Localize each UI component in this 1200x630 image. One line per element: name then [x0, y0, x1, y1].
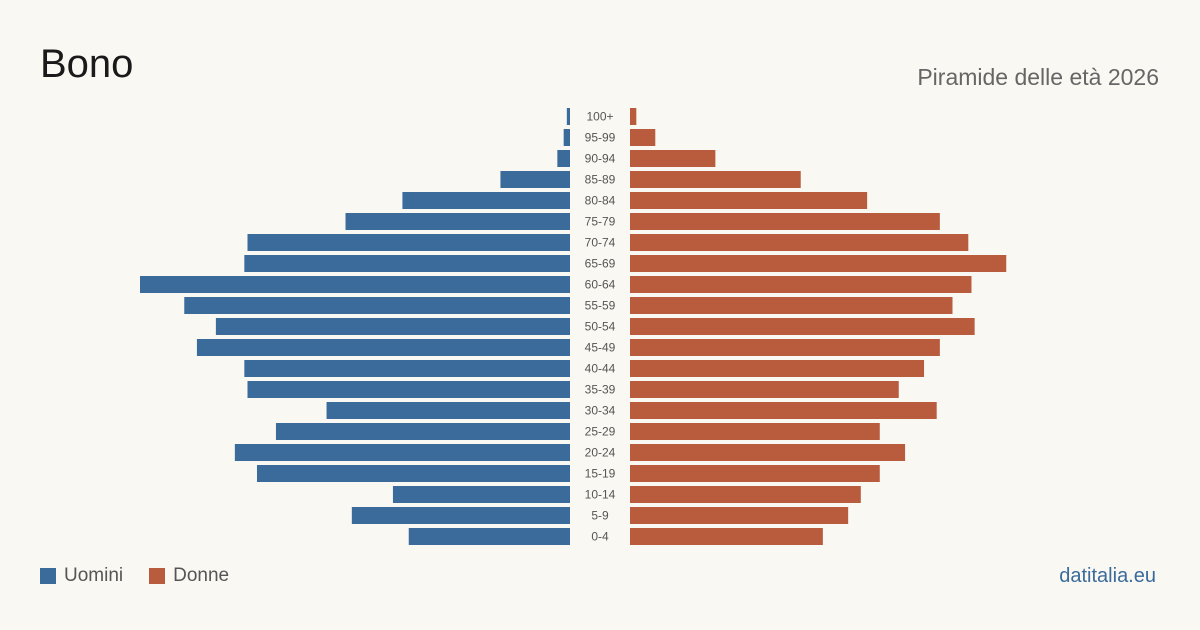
- bar-men-10-14: [392, 486, 570, 503]
- age-label-85-89: 85-89: [585, 173, 616, 187]
- bar-men-55-59: [184, 297, 570, 314]
- age-label-45-49: 45-49: [585, 341, 616, 355]
- bar-women-30-34: [630, 402, 937, 419]
- bar-women-55-59: [630, 297, 953, 314]
- age-label-40-44: 40-44: [585, 362, 616, 376]
- bar-women-95-99: [630, 129, 656, 146]
- bar-men-60-64: [140, 276, 570, 293]
- bar-women-100+: [630, 108, 637, 125]
- age-label-30-34: 30-34: [585, 404, 616, 418]
- bar-women-25-29: [630, 423, 880, 440]
- bar-women-50-54: [630, 318, 975, 335]
- bar-women-80-84: [630, 192, 868, 209]
- bar-men-95-99: [563, 129, 570, 146]
- age-label-70-74: 70-74: [585, 236, 616, 250]
- bar-women-5-9: [630, 507, 849, 524]
- bar-men-20-24: [234, 444, 570, 461]
- bar-men-65-69: [244, 255, 570, 272]
- age-label-50-54: 50-54: [585, 320, 616, 334]
- age-label-20-24: 20-24: [585, 446, 616, 460]
- age-label-10-14: 10-14: [585, 488, 616, 502]
- bar-men-30-34: [326, 402, 570, 419]
- bar-women-85-89: [630, 171, 801, 188]
- age-label-95-99: 95-99: [585, 131, 616, 145]
- legend-item-women: Donne: [149, 565, 229, 587]
- legend-label-women: Donne: [173, 565, 230, 586]
- site-link[interactable]: datitalia.eu: [1059, 565, 1156, 587]
- bar-women-10-14: [630, 486, 861, 503]
- age-label-5-9: 5-9: [591, 509, 609, 523]
- bar-men-15-19: [256, 465, 570, 482]
- bar-men-0-4: [408, 528, 570, 545]
- bar-men-90-94: [557, 150, 570, 167]
- age-label-60-64: 60-64: [585, 278, 616, 292]
- bar-men-5-9: [351, 507, 570, 524]
- bar-men-70-74: [247, 234, 570, 251]
- legend-label-men: Uomini: [64, 565, 124, 586]
- bar-men-40-44: [244, 360, 570, 377]
- age-label-0-4: 0-4: [591, 530, 609, 544]
- age-label-80-84: 80-84: [585, 194, 616, 208]
- chart-title: Bono: [40, 42, 134, 86]
- legend-item-men: Uomini: [40, 565, 123, 587]
- age-label-65-69: 65-69: [585, 257, 616, 271]
- bar-women-70-74: [630, 234, 969, 251]
- bar-men-75-79: [345, 213, 570, 230]
- age-label-55-59: 55-59: [585, 299, 616, 313]
- bar-men-25-29: [275, 423, 570, 440]
- bar-women-60-64: [630, 276, 972, 293]
- age-label-75-79: 75-79: [585, 215, 616, 229]
- legend-swatch-men: [40, 568, 56, 584]
- chart-subtitle: Piramide delle età 2026: [917, 64, 1159, 90]
- age-label-90-94: 90-94: [585, 152, 616, 166]
- bar-women-90-94: [630, 150, 716, 167]
- bar-men-50-54: [215, 318, 570, 335]
- bar-women-35-39: [630, 381, 899, 398]
- bar-women-75-79: [630, 213, 940, 230]
- bar-men-100+: [566, 108, 570, 125]
- age-label-35-39: 35-39: [585, 383, 616, 397]
- bar-women-15-19: [630, 465, 880, 482]
- bar-women-0-4: [630, 528, 823, 545]
- legend: Uomini Donne: [40, 565, 255, 587]
- bar-women-45-49: [630, 339, 940, 356]
- bar-women-65-69: [630, 255, 1007, 272]
- age-label-25-29: 25-29: [585, 425, 616, 439]
- age-label-100+: 100+: [586, 110, 613, 124]
- bar-men-80-84: [402, 192, 570, 209]
- bar-men-45-49: [196, 339, 571, 356]
- age-label-15-19: 15-19: [585, 467, 616, 481]
- legend-swatch-women: [149, 568, 166, 584]
- bar-men-35-39: [247, 381, 570, 398]
- bar-women-20-24: [630, 444, 906, 461]
- bar-men-85-89: [500, 171, 570, 188]
- bar-women-40-44: [630, 360, 925, 377]
